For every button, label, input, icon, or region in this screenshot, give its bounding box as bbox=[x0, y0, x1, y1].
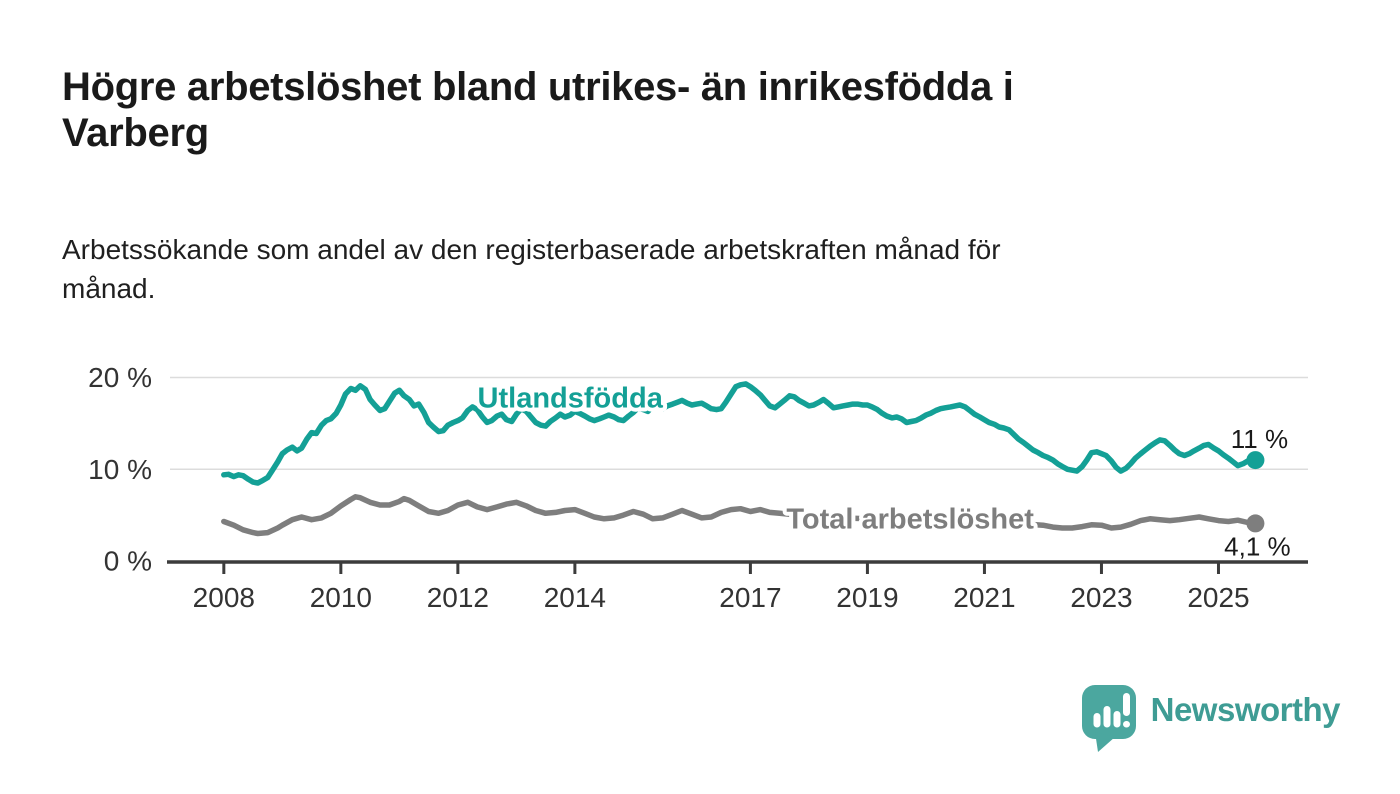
x-axis-tick-label: 2014 bbox=[544, 582, 606, 613]
y-axis-tick-label: 10 % bbox=[88, 454, 152, 485]
end-value-label-total-arbetsl-shet: 4,1 % bbox=[1224, 531, 1291, 561]
x-axis-tick-label: 2021 bbox=[953, 582, 1015, 613]
y-axis-tick-label: 20 % bbox=[88, 362, 152, 393]
series-line-utlandsf-dda bbox=[221, 381, 1256, 486]
page-title: Högre arbetslöshet bland utrikes- än inr… bbox=[62, 64, 1338, 156]
mini-bar-chart-glyph bbox=[1093, 693, 1130, 728]
end-value-label-utlandsf-dda: 11 % bbox=[1231, 424, 1288, 454]
page-title-line-2: Varberg bbox=[62, 111, 209, 155]
page-subtitle-line-2: månad. bbox=[62, 273, 156, 304]
series-label-utlandsf-dda: Utlandsfödda bbox=[478, 383, 664, 415]
series-label-total-arbetsl-shet: Total arbetslöshet bbox=[786, 503, 1034, 535]
line-chart-svg: 0 % 10 % 20 % 2008 2010 2012 2014 2017 2019 2021 2… bbox=[88, 362, 1308, 613]
chart-region: 0 % 10 % 20 % 2008 2010 2012 2014 2017 2019 2021 2… bbox=[0, 341, 1400, 621]
x-axis-tick-label: 2010 bbox=[310, 582, 372, 613]
x-axis-tick-label: 2008 bbox=[193, 582, 255, 613]
bar-chart-bubble-icon bbox=[1081, 685, 1136, 752]
brand-name: Newsworthy bbox=[1150, 691, 1341, 728]
y-axis-tick-label: 0 % bbox=[104, 546, 152, 577]
x-axis-tick-label: 2019 bbox=[836, 582, 898, 613]
end-dot-total-arbetsl-shet bbox=[1246, 514, 1265, 533]
x-axis-tick-label: 2023 bbox=[1070, 582, 1132, 613]
series-line-total-arbetsl-shet bbox=[221, 494, 1256, 537]
end-dot-utlandsf-dda bbox=[1246, 451, 1265, 470]
page-title-line-1: Högre arbetslöshet bland utrikes- än inr… bbox=[62, 65, 1014, 109]
page-subtitle-line-1: Arbetssökande som andel av den registerb… bbox=[62, 234, 1001, 265]
header: Högre arbetslöshet bland utrikes- än inr… bbox=[0, 64, 1400, 308]
page-subtitle: Arbetssökande som andel av den registerb… bbox=[62, 230, 1338, 308]
brand-logo: Newsworthy bbox=[1080, 682, 1341, 754]
x-axis-tick-label: 2017 bbox=[719, 582, 781, 613]
x-axis-tick-label: 2025 bbox=[1187, 582, 1249, 613]
x-axis-tick-label: 2012 bbox=[427, 582, 489, 613]
